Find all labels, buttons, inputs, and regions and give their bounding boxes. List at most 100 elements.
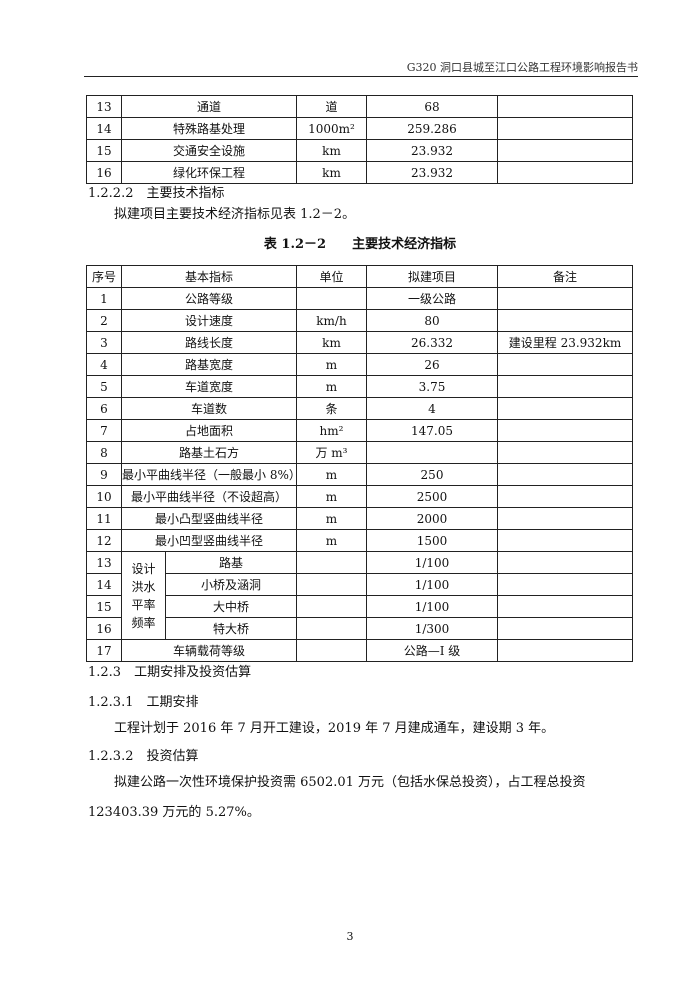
section-heading-1232: 1.2.3.2 投资估算 <box>88 749 199 764</box>
table-cell: 15 <box>86 139 122 162</box>
table-cell: 特大桥 <box>165 617 297 640</box>
table-cell: 最小凹型竖曲线半径 <box>121 529 297 552</box>
table-cell: m <box>296 375 367 398</box>
table-cell: 最小平曲线半径（一般最小 8%） <box>121 463 297 486</box>
table-cell: 259.286 <box>366 117 498 140</box>
table-cell: 公路等级 <box>121 287 297 310</box>
page-number: 3 <box>346 930 354 943</box>
table-cell: 68 <box>366 95 498 118</box>
table-cell: 1/100 <box>366 551 498 574</box>
table-cell: 13 <box>86 551 122 574</box>
table-cell: 一级公路 <box>366 287 498 310</box>
table-cell: 8 <box>86 441 122 464</box>
table-cell: 23.932 <box>366 161 498 184</box>
table-cell: m <box>296 463 367 486</box>
table-row: 6 车道数条 4 <box>86 397 633 420</box>
table-cell: 250 <box>366 463 498 486</box>
table-cell: 1/100 <box>366 595 498 618</box>
table-row: 15 大中桥 1/100 <box>86 595 633 618</box>
table-cell <box>497 397 633 420</box>
table-cell: 拟建项目 <box>366 265 498 288</box>
table-row: 7 占地面积 hm² 147.05 <box>86 419 633 442</box>
section-heading-123: 1.2.3 工期安排及投资估算 <box>88 665 252 680</box>
table-cell <box>497 573 633 596</box>
table-cell <box>296 551 367 574</box>
tech-indicators-table: 序号 基本指标 单位 拟建项目 备注 1 公路等级 一级公路 2 设计速度 km/h 80 3 路线长度 k… <box>86 265 633 662</box>
section-heading-1222: 1.2.2.2 主要技术指标 <box>88 186 225 201</box>
table-cell: 备注 <box>497 265 633 288</box>
paragraph: 工程计划于 2016 年 7 月开工建设，2019 年 7 月建成通车，建设期 … <box>114 721 555 736</box>
table-cell <box>497 353 633 376</box>
table-cell <box>366 441 498 464</box>
table-cell: 车道宽度 <box>121 375 297 398</box>
table-cell: 路基宽度 <box>121 353 297 376</box>
table-cell: 11 <box>86 507 122 530</box>
table-cell: 1/100 <box>366 573 498 596</box>
table-caption: 表 1.2－2 主要技术经济指标 <box>263 237 457 252</box>
table-cell: 建设里程 23.932km <box>497 331 633 354</box>
table-cell: 条 <box>296 397 367 420</box>
table-cell: m <box>296 529 367 552</box>
table-cell: 单位 <box>296 265 367 288</box>
page-body: 13 通道道 68 14 特殊路基处理 1000m² 259.286 15 交通安全设施 km 23… <box>86 95 634 828</box>
table-cell: 1000m² <box>296 117 367 140</box>
table-row: 16 绿化环保工程 km 23.932 <box>86 161 633 184</box>
table-cell: 通道 <box>121 95 297 118</box>
table-cell: hm² <box>296 419 367 442</box>
table-row: 序号 基本指标 单位 拟建项目 备注 <box>86 265 633 288</box>
table-cell: 设计洪水平率频率 <box>121 551 166 640</box>
table-cell: km <box>296 331 367 354</box>
table-row: 4 路基宽度 m 26 <box>86 353 633 376</box>
table-cell: 13 <box>86 95 122 118</box>
table-cell <box>497 287 633 310</box>
table-row: 11 最小凸型竖曲线半径 m 2000 <box>86 507 633 530</box>
table-cell: 16 <box>86 617 122 640</box>
table-row: 12 最小凹型竖曲线半径 m 1500 <box>86 529 633 552</box>
table-cell: 万 m³ <box>296 441 367 464</box>
table-cell <box>296 573 367 596</box>
table-cell: m <box>296 507 367 530</box>
table-cell: 特殊路基处理 <box>121 117 297 140</box>
table-row: 10 最小平曲线半径（不设超高） m 2500 <box>86 485 633 508</box>
table-cell <box>497 117 633 140</box>
table-cell: 路基 <box>165 551 297 574</box>
table-cell: 6 <box>86 397 122 420</box>
table-cell <box>497 309 633 332</box>
table-cell: km <box>296 161 367 184</box>
table-cell: m <box>296 485 367 508</box>
table-cell: 车道数 <box>121 397 297 420</box>
table-cell: 15 <box>86 595 122 618</box>
table-cell: km/h <box>296 309 367 332</box>
table-cell: 23.932 <box>366 139 498 162</box>
table-cell <box>497 95 633 118</box>
table-cell <box>296 287 367 310</box>
table-cell: 1 <box>86 287 122 310</box>
table-cell <box>497 639 633 662</box>
table-cell: 4 <box>366 397 498 420</box>
table-cell: 10 <box>86 485 122 508</box>
table-cell: km <box>296 139 367 162</box>
table-cell <box>497 551 633 574</box>
header-rule <box>84 76 638 77</box>
table-cell <box>497 139 633 162</box>
table-cell: 最小平曲线半径（不设超高） <box>121 485 297 508</box>
table-cell <box>497 507 633 530</box>
table-row: 9 最小平曲线半径（一般最小 8%） m 250 <box>86 463 633 486</box>
table-cell: 9 <box>86 463 122 486</box>
table-cell: 3 <box>86 331 122 354</box>
table-cell: 占地面积 <box>121 419 297 442</box>
table-cell: 交通安全设施 <box>121 139 297 162</box>
table-cell: 大中桥 <box>165 595 297 618</box>
table-row: 17 车辆载荷等级 公路—I 级 <box>86 639 633 662</box>
table-continued: 13 通道道 68 14 特殊路基处理 1000m² 259.286 15 交通安全设施 km 23… <box>86 95 633 184</box>
table-row: 5 车道宽度 m 3.75 <box>86 375 633 398</box>
table-cell: 2000 <box>366 507 498 530</box>
table-cell: 14 <box>86 117 122 140</box>
table-cell <box>296 639 367 662</box>
table-cell <box>497 375 633 398</box>
table-cell: 绿化环保工程 <box>121 161 297 184</box>
table-cell: 设计速度 <box>121 309 297 332</box>
table-cell: 小桥及涵洞 <box>165 573 297 596</box>
table-cell: 道 <box>296 95 367 118</box>
